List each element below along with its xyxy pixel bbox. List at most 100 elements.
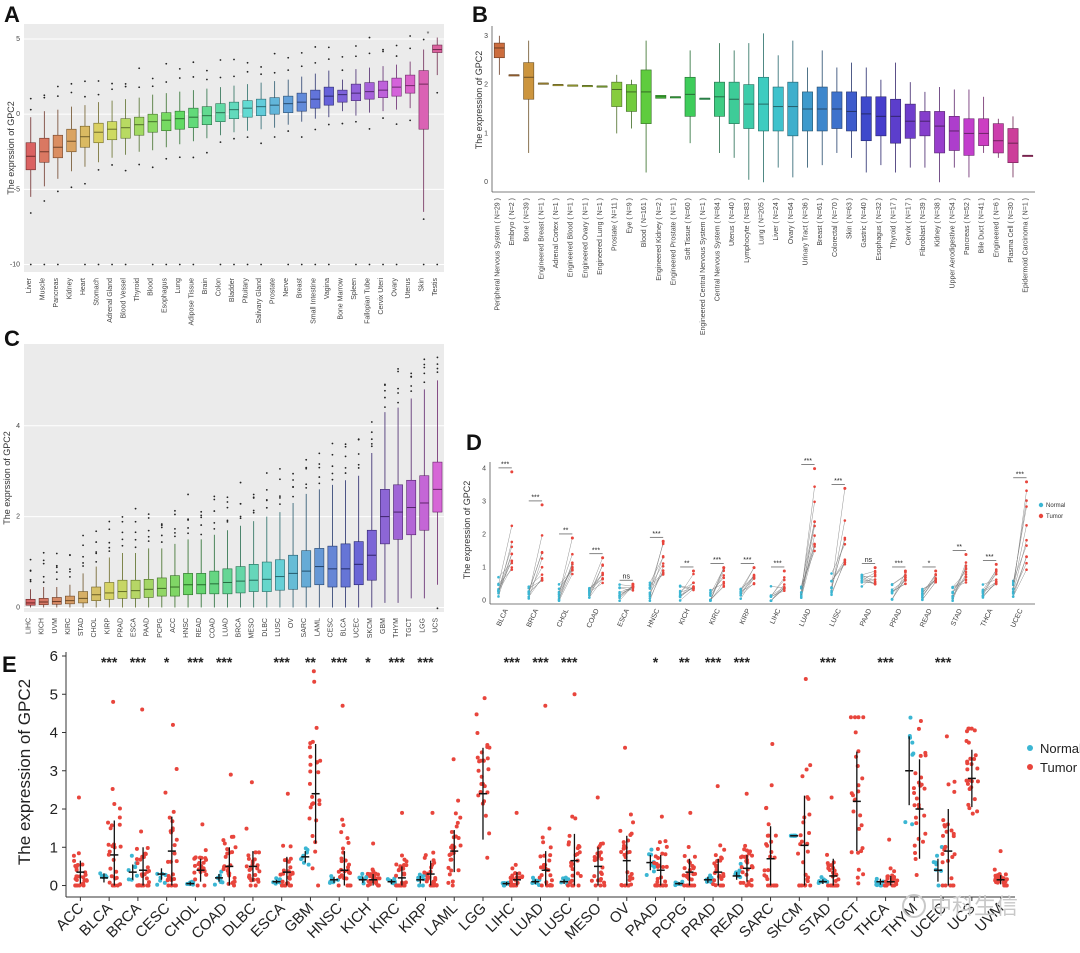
panel-d-pair-line	[770, 587, 785, 601]
panel-e-tumor-point	[402, 871, 407, 876]
panel-e: E The expression of GPC2 0123456ACC***BL…	[2, 648, 1080, 943]
panel-e-tumor-point	[314, 725, 319, 730]
panel-b-category-label: Epidermoid Carcinoma ( N=1 )	[1023, 198, 1030, 293]
panel-e-tumor-point	[766, 868, 771, 873]
panel-e-tumor-point	[575, 846, 580, 851]
panel-b-box	[772, 86, 784, 132]
panel-d-normal-point	[981, 594, 985, 597]
panel-d-pair-line	[891, 583, 906, 592]
panel-d-pair-line	[922, 579, 936, 591]
panel-e-tumor-point	[853, 730, 858, 735]
panel-e-tumor-point	[449, 845, 454, 850]
panel-d-pair-line	[1013, 556, 1027, 597]
panel-a-outlier	[192, 76, 195, 78]
panel-c-outlier	[200, 514, 203, 517]
panel-a-outlier	[219, 263, 222, 266]
panel-d-tumor-point	[843, 542, 847, 546]
panel-d-tumor-point	[1025, 538, 1028, 542]
panel-e-tumor-point	[975, 809, 980, 814]
panel-d-tumor-max-point	[964, 552, 968, 556]
panel-e-tumor-point	[949, 876, 954, 881]
panel-a-outlier	[151, 263, 154, 266]
panel-c-outlier	[252, 509, 255, 512]
panel-e-tumor-max-point	[803, 676, 808, 681]
panel-d-normal-point	[921, 587, 924, 591]
panel-c-category-label: ACC	[170, 618, 177, 633]
panel-a-outlier	[341, 69, 344, 72]
panel-e-significance: ***	[216, 654, 233, 670]
panel-e-tumor-point	[146, 869, 151, 874]
panel-d-tumor-point	[571, 561, 574, 564]
panel-a-box	[161, 112, 172, 132]
panel-e-tumor-point	[547, 826, 552, 831]
panel-a-outlier	[124, 169, 127, 172]
panel-e-tumor-point	[965, 767, 970, 772]
panel-a-outlier	[56, 85, 59, 88]
panel-e-tumor-point	[855, 875, 860, 880]
panel-c-outlier	[344, 455, 347, 458]
panel-d-significance: ns	[623, 574, 631, 581]
panel-d-normal-point	[1011, 581, 1015, 585]
panel-d-normal-point	[951, 585, 954, 589]
panel-d-normal-point	[557, 587, 561, 591]
panel-e-tumor-max-point	[918, 719, 923, 724]
panel-e-tumor-point	[475, 730, 480, 735]
panel-c-outlier	[147, 513, 150, 515]
panel-d-tumor-max-point	[782, 569, 786, 573]
panel-c-outlier	[121, 520, 124, 523]
panel-c-outlier	[121, 516, 124, 518]
panel-c-outlier	[331, 453, 334, 456]
panel-e-tumor-point	[313, 849, 318, 854]
panel-e-tumor-point	[346, 865, 351, 870]
panel-e-tumor-point	[972, 757, 977, 762]
panel-d-tumor-point	[783, 578, 786, 582]
panel-a-outlier	[97, 168, 100, 171]
panel-e-significance: ***	[561, 654, 578, 670]
panel-e-tumor-max-point	[311, 669, 316, 674]
panel-e-tumor-point	[376, 883, 381, 888]
panel-e-tumor-point	[143, 851, 148, 856]
panel-e-tumor-point	[513, 862, 518, 867]
panel-e-tumor-point	[766, 822, 771, 827]
panel-e-category-label: LGG	[455, 900, 489, 934]
panel-e-tumor-max-point	[111, 699, 116, 704]
panel-a-outlier	[273, 52, 276, 55]
panel-d-tumor-point	[843, 562, 847, 566]
panel-e-ylabel: The expression of GPC2	[15, 679, 34, 865]
panel-c-outlier	[187, 493, 189, 496]
panel-e-tumor-point	[940, 852, 945, 857]
panel-d-pair-line	[528, 567, 543, 592]
panel-d-pair-line	[680, 585, 694, 589]
panel-d-pair-line	[891, 575, 906, 585]
panel-e-tumor-point	[448, 857, 453, 862]
panel-a-outlier	[206, 78, 208, 81]
panel-e-tumor-max-point	[623, 745, 628, 750]
panel-e-significance: ***	[504, 654, 521, 670]
panel-a-outlier	[287, 263, 290, 266]
panel-e-tumor-point	[719, 856, 724, 861]
panel-e-tumor-point	[307, 781, 312, 786]
panel-d-tumor-point	[510, 545, 514, 549]
panel-c-box	[248, 564, 259, 592]
panel-c-outlier	[108, 550, 111, 553]
panel-c-outlier	[69, 576, 71, 578]
panel-e-tumor-max-point	[340, 703, 345, 708]
panel-d-tumor-point	[843, 560, 847, 564]
panel-d-pair-line	[589, 579, 603, 598]
panel-e-tumor-point	[541, 840, 546, 845]
panel-a-outlier	[84, 80, 86, 83]
panel-a-outlier	[206, 151, 208, 154]
panel-a-outlier	[409, 35, 412, 37]
panel-e-tumor-point	[749, 878, 754, 883]
panel-d-tumor-point	[964, 570, 968, 574]
panel-c-category-label: DLBC	[262, 618, 269, 637]
panel-e-tumor-point	[431, 858, 436, 863]
panel-d-normal-point	[951, 595, 954, 599]
panel-d-significance: ***	[652, 531, 660, 538]
panel-d-tumor-point	[813, 500, 816, 504]
panel-e-tumor-point	[511, 883, 516, 888]
panel-e-tumor-point	[255, 877, 260, 882]
panel-e-tumor-point	[540, 835, 545, 840]
panel-e-tumor-point	[940, 860, 945, 865]
panel-c-box	[183, 573, 193, 596]
